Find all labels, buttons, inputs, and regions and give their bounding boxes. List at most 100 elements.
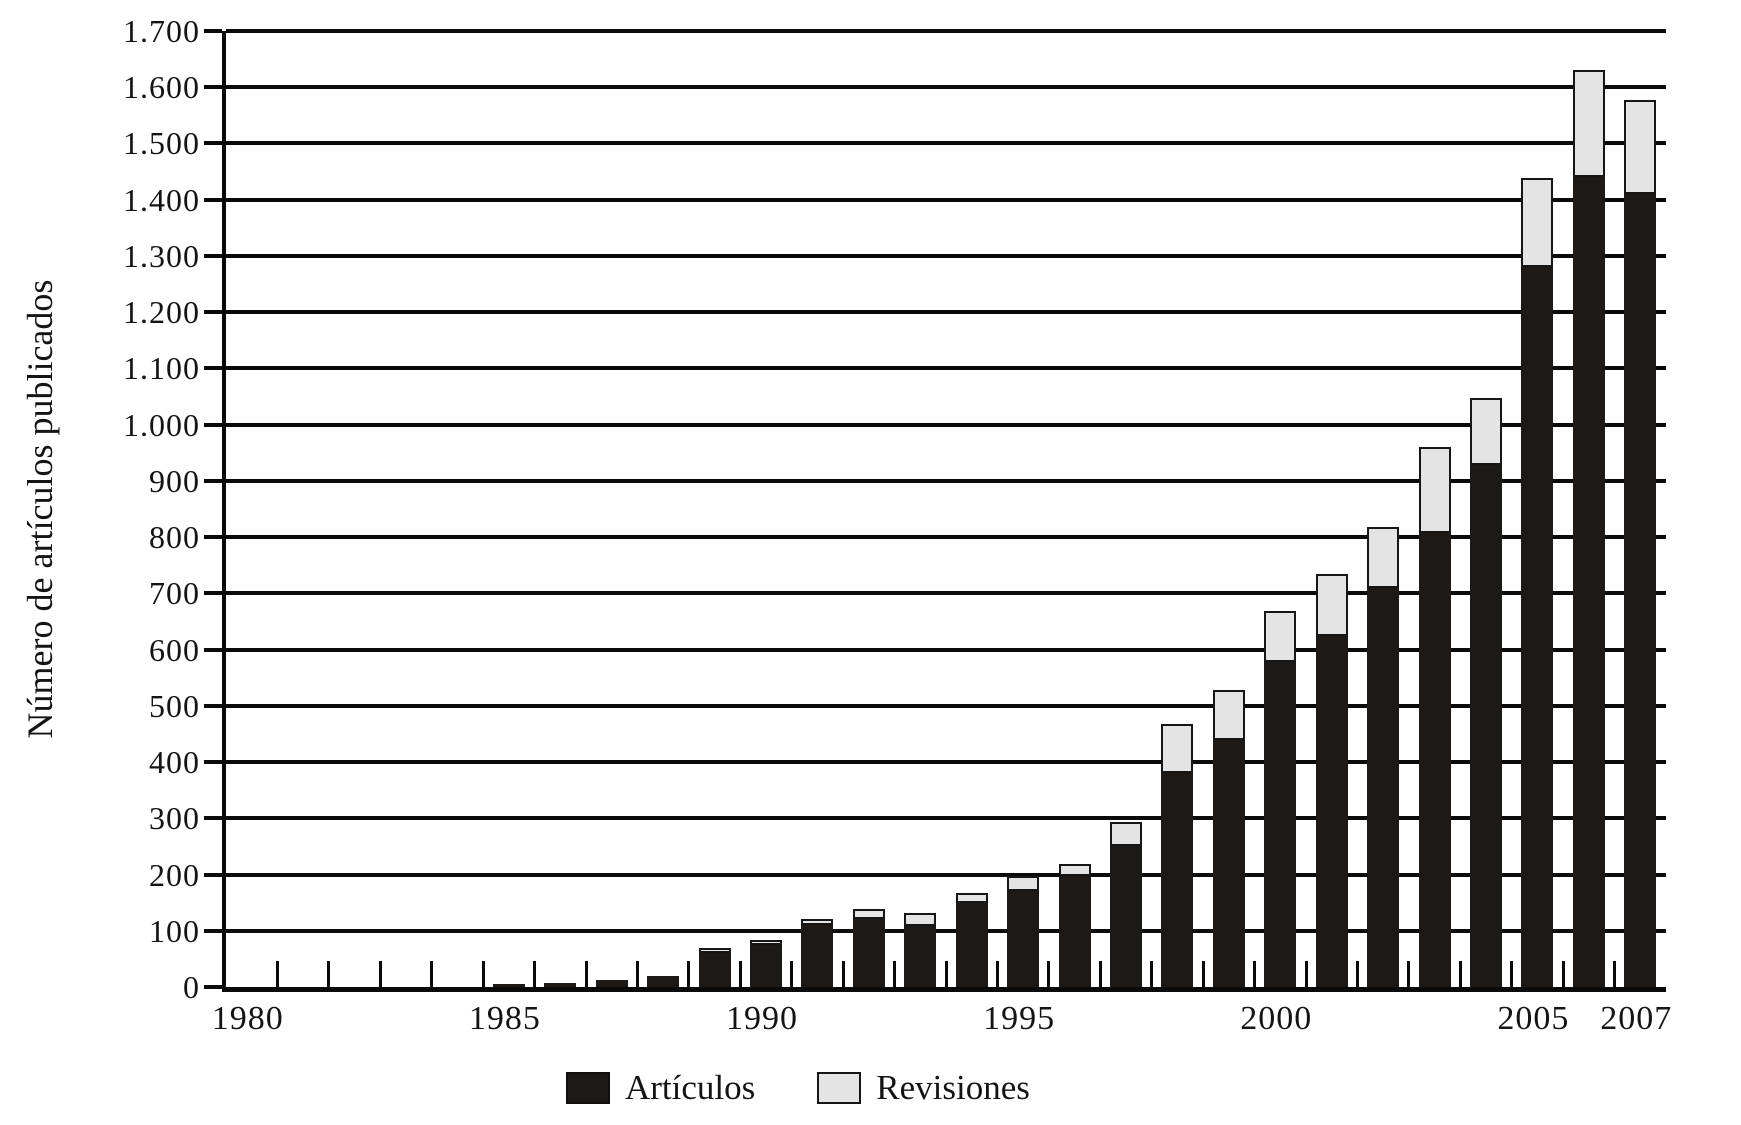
legend-item-revisiones: Revisiones xyxy=(817,1068,1030,1108)
bar-2004 xyxy=(1469,397,1502,987)
x-tick-2000 xyxy=(1253,961,1257,987)
bar-1989-articulos xyxy=(698,953,731,987)
bar-2007-revisiones xyxy=(1624,99,1657,195)
bar-1985-articulos xyxy=(492,984,525,987)
bar-slot-1989 xyxy=(689,31,740,987)
legend: Artículos Revisiones xyxy=(566,1068,1030,1108)
x-tick-1993 xyxy=(893,961,897,987)
y-tick-100 xyxy=(204,928,222,933)
bar-2000-articulos xyxy=(1264,661,1297,987)
x-tick-1988 xyxy=(635,961,639,987)
x-axis-label-2005: 2005 xyxy=(1497,1000,1570,1037)
y-tick-200 xyxy=(204,872,222,877)
bar-1994-revisiones xyxy=(955,892,988,903)
x-axis-label-1995: 1995 xyxy=(983,1000,1056,1037)
bar-1992-revisiones xyxy=(852,908,885,919)
bar-1999 xyxy=(1212,690,1245,987)
bar-1994 xyxy=(955,892,988,987)
y-tick-1200 xyxy=(204,310,222,315)
bar-1998 xyxy=(1161,723,1194,987)
bar-2004-articulos xyxy=(1469,465,1502,987)
bar-slot-2007 xyxy=(1615,31,1666,987)
legend-item-articulos: Artículos xyxy=(566,1068,755,1108)
bar-2007-articulos xyxy=(1624,194,1657,987)
x-tick-1994 xyxy=(944,961,948,987)
bar-1991-revisiones xyxy=(801,918,834,926)
bar-2006 xyxy=(1572,70,1605,987)
bar-slot-2005 xyxy=(1512,31,1563,987)
gridline-1100 xyxy=(226,366,1666,371)
bar-1990-articulos xyxy=(749,944,782,987)
gridline-500 xyxy=(226,703,1666,708)
y-axis-label-300: 300 xyxy=(149,800,200,837)
bar-1997-revisiones xyxy=(1109,822,1142,847)
bar-1997-articulos xyxy=(1109,846,1142,987)
x-tick-2002 xyxy=(1355,961,1359,987)
gridline-700 xyxy=(226,591,1666,596)
y-axis-label-1.100: 1.100 xyxy=(123,350,200,387)
bar-2003-revisiones xyxy=(1418,447,1451,533)
x-tick-2005 xyxy=(1510,961,1514,987)
bar-1989-revisiones xyxy=(698,947,731,954)
bar-1991-articulos xyxy=(801,925,834,987)
bar-slot-1996 xyxy=(1049,31,1100,987)
y-axis-label-1.700: 1.700 xyxy=(123,13,200,49)
gridline-400 xyxy=(226,760,1666,765)
gridline-800 xyxy=(226,535,1666,540)
y-axis-label-600: 600 xyxy=(149,631,200,668)
bar-2002-revisiones xyxy=(1367,527,1400,588)
y-axis-label-800: 800 xyxy=(149,519,200,556)
bar-1986-articulos xyxy=(544,982,577,987)
bar-1993 xyxy=(904,913,937,987)
y-axis-label-1.500: 1.500 xyxy=(123,125,200,162)
y-tick-900 xyxy=(204,478,222,483)
x-tick-1986 xyxy=(533,961,537,987)
x-tick-1997 xyxy=(1098,961,1102,987)
bar-2006-revisiones xyxy=(1572,70,1605,178)
y-tick-1500 xyxy=(204,141,222,146)
y-tick-1400 xyxy=(204,197,222,202)
bar-slot-1993 xyxy=(895,31,946,987)
gridline-1600 xyxy=(226,85,1666,90)
x-tick-1981 xyxy=(275,961,279,987)
x-axis-label-1985: 1985 xyxy=(468,1000,541,1037)
y-tick-600 xyxy=(204,647,222,652)
bar-2002-articulos xyxy=(1367,587,1400,987)
x-tick-1983 xyxy=(378,961,382,987)
gridline-600 xyxy=(226,647,1666,652)
x-tick-1996 xyxy=(1047,961,1051,987)
x-tick-1982 xyxy=(327,961,331,987)
x-tick-1987 xyxy=(584,961,588,987)
bar-1989 xyxy=(698,947,731,987)
bar-slot-1998 xyxy=(1152,31,1203,987)
bar-2003-articulos xyxy=(1418,532,1451,987)
bar-slot-1999 xyxy=(1203,31,1254,987)
plot-area xyxy=(222,29,1666,992)
y-tick-300 xyxy=(204,816,222,821)
bar-1986 xyxy=(544,982,577,987)
y-tick-400 xyxy=(204,760,222,765)
bar-1997 xyxy=(1109,822,1142,987)
y-axis-label-0: 0 xyxy=(183,969,200,1005)
x-tick-1999 xyxy=(1201,961,1205,987)
y-axis-label-900: 900 xyxy=(149,462,200,499)
bar-2000-revisiones xyxy=(1264,611,1297,662)
bar-2005-revisiones xyxy=(1521,178,1554,268)
bar-slot-2001 xyxy=(1306,31,1357,987)
x-tick-1998 xyxy=(1150,961,1154,987)
bar-2000 xyxy=(1264,611,1297,987)
y-axis-title: Número de artículos publicados xyxy=(20,279,60,739)
gridline-100 xyxy=(226,928,1666,933)
y-tick-700 xyxy=(204,591,222,596)
gridline-1300 xyxy=(226,253,1666,258)
bar-2005 xyxy=(1521,178,1554,987)
x-tick-2006 xyxy=(1561,961,1565,987)
x-tick-1991 xyxy=(790,961,794,987)
bar-2001-articulos xyxy=(1315,635,1348,987)
x-tick-1992 xyxy=(841,961,845,987)
x-axis-label-2007: 2007 xyxy=(1600,1000,1673,1037)
bar-1994-articulos xyxy=(955,902,988,987)
y-axis-label-1.600: 1.600 xyxy=(123,69,200,106)
bar-slot-2004 xyxy=(1460,31,1511,987)
